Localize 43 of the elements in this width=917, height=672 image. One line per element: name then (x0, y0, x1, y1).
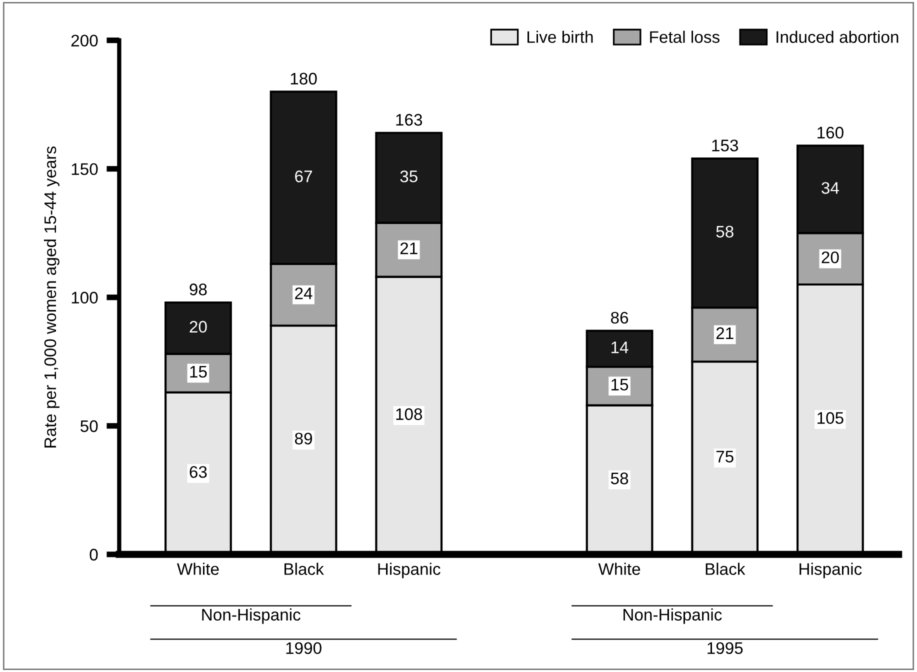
y-tick-label: 0 (90, 548, 98, 561)
total-label: 98 (190, 284, 207, 296)
data-label: 58 (716, 226, 734, 238)
total-label: 180 (290, 72, 317, 85)
data-label: 75 (716, 450, 734, 462)
total-label: 160 (818, 126, 844, 139)
legend-label: Live birth (528, 30, 593, 43)
data-label: 20 (190, 320, 207, 333)
x-tick-label: White (176, 562, 219, 575)
total-label: 153 (712, 140, 738, 152)
data-label: 89 (294, 432, 312, 444)
x-tick-label: Hispanic (378, 562, 440, 578)
y-tick-label: 50 (80, 420, 98, 432)
data-label: 21 (400, 242, 418, 254)
x-tick-label: Black (706, 562, 746, 575)
x-tick-label: White (598, 562, 640, 575)
data-label: 63 (190, 466, 207, 478)
x-tick-label: Hispanic (800, 562, 862, 578)
data-label: 108 (396, 408, 422, 420)
data-label: 58 (610, 472, 628, 484)
data-label: 105 (818, 412, 844, 424)
y-tick-label: 150 (72, 163, 98, 176)
text: Non-Hispanic (624, 608, 722, 624)
legend-label: Induced abortion (776, 30, 898, 43)
data-label: 15 (190, 366, 207, 378)
y-tick-label: 100 (72, 292, 98, 304)
data-label: 20 (822, 251, 839, 264)
y-axis-title: Rate per 1,000 women aged 15-44 years (44, 146, 60, 448)
total-label: 86 (610, 312, 628, 324)
data-label: 15 (612, 378, 628, 391)
data-label: 34 (822, 182, 839, 194)
x-tick-label: Black (284, 562, 324, 575)
data-label: 24 (295, 287, 312, 300)
data-label: 35 (400, 170, 418, 182)
data-label: 14 (612, 342, 628, 354)
text: Non-Hispanic (202, 608, 300, 624)
total-label: 163 (396, 114, 422, 126)
text: 1995 (708, 642, 743, 654)
legend-label: Fetal loss (650, 30, 720, 43)
text: 1990 (286, 642, 322, 654)
y-tick-label: 200 (71, 34, 98, 47)
data-label: 67 (295, 170, 312, 182)
data-label: 21 (716, 327, 734, 339)
